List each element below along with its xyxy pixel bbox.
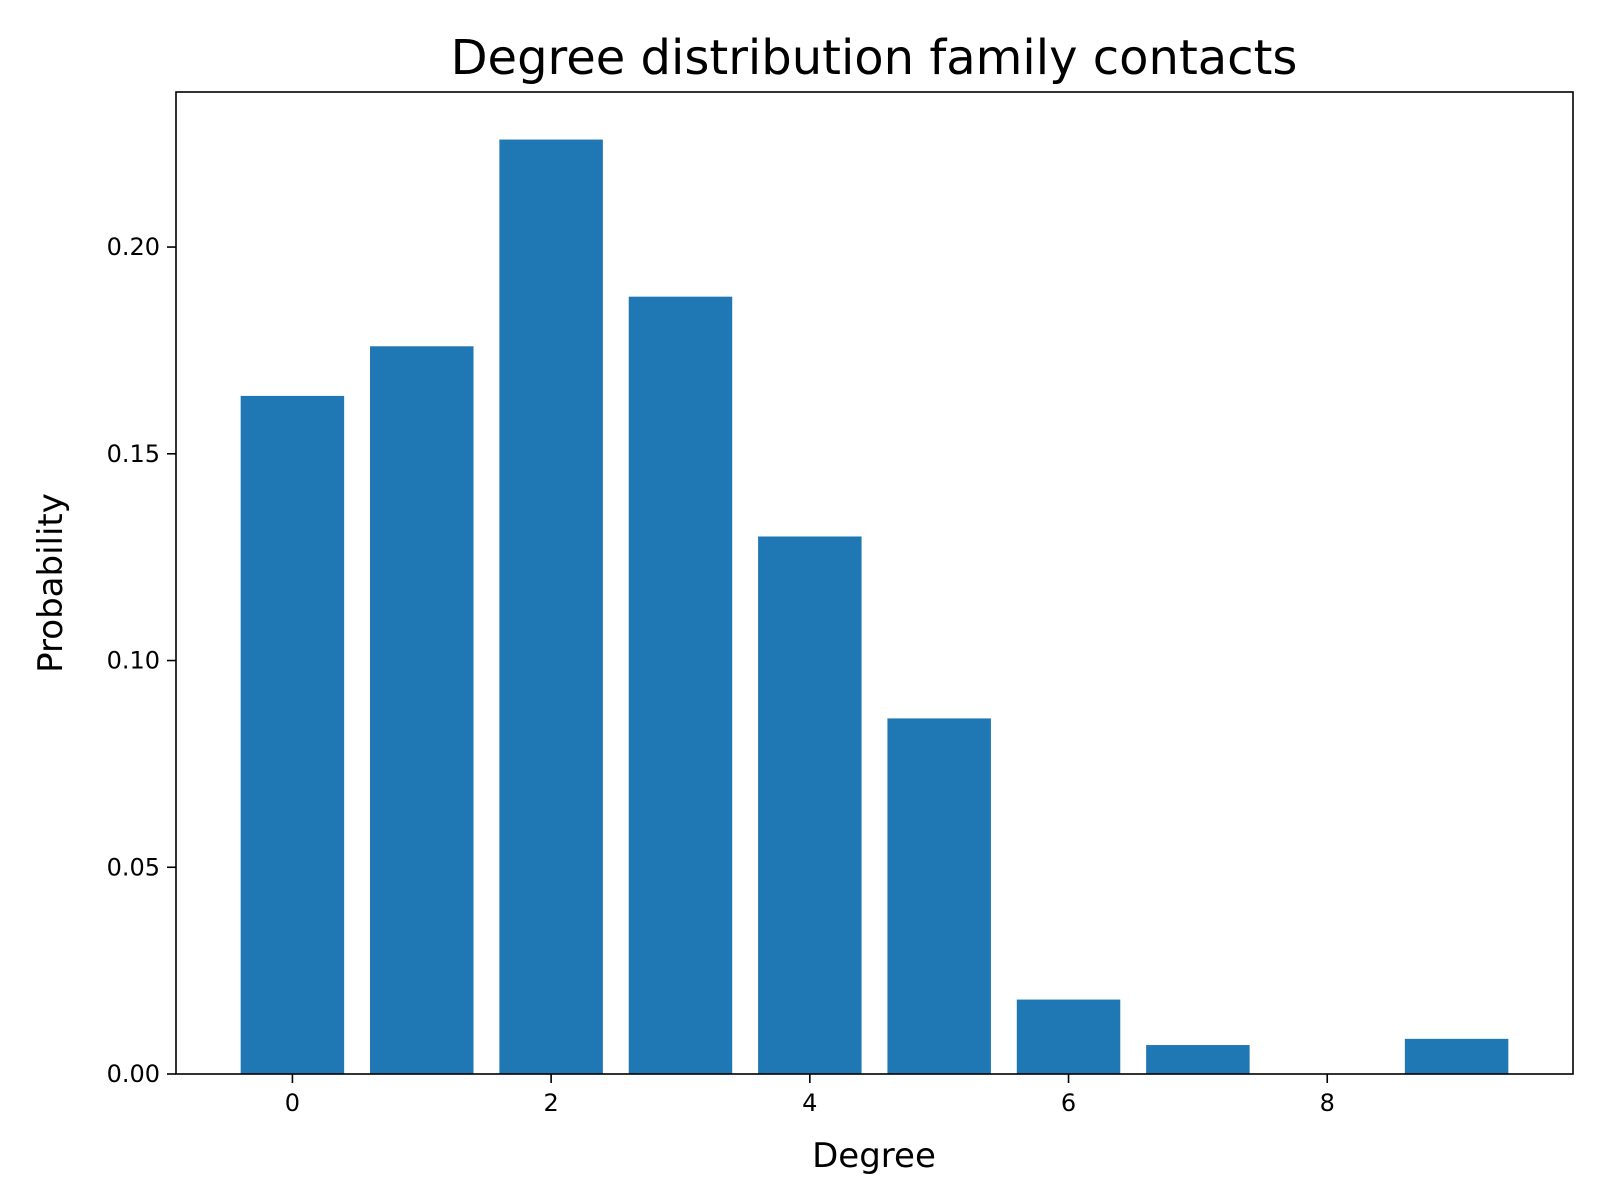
bar-degree-5	[887, 718, 991, 1074]
y-tick-label: 0.05	[107, 853, 160, 881]
x-tick-label: 2	[543, 1089, 558, 1117]
y-tick-label: 0.20	[107, 233, 160, 261]
x-tick-label: 8	[1320, 1089, 1335, 1117]
y-axis-label: Probability	[31, 493, 71, 673]
bar-degree-3	[628, 296, 733, 1075]
x-tick-label: 4	[802, 1089, 817, 1117]
plot-frame	[175, 91, 1574, 1075]
x-axis-ticks: 0 2 4 6 8	[285, 1074, 1335, 1117]
y-tick-label: 0.10	[107, 647, 160, 675]
bar-degree-4	[758, 536, 862, 1074]
bar-degree-0	[240, 395, 345, 1074]
x-tick-label: 0	[285, 1089, 300, 1117]
x-axis-label: Degree	[812, 1136, 936, 1176]
bar-degree-1	[370, 346, 474, 1074]
bar-degree-2	[499, 139, 603, 1075]
y-tick-label: 0.00	[107, 1060, 160, 1088]
y-axis-ticks: 0.00 0.05 0.10 0.15 0.20	[107, 233, 176, 1088]
bar-degree-9	[1404, 1038, 1509, 1074]
x-tick-label: 6	[1061, 1089, 1076, 1117]
bar-degree-6	[1016, 999, 1121, 1074]
bar-degree-7	[1146, 1045, 1250, 1074]
y-tick-label: 0.15	[107, 440, 160, 468]
chart-title: Degree distribution family contacts	[451, 30, 1298, 86]
bar-group	[240, 139, 1509, 1075]
